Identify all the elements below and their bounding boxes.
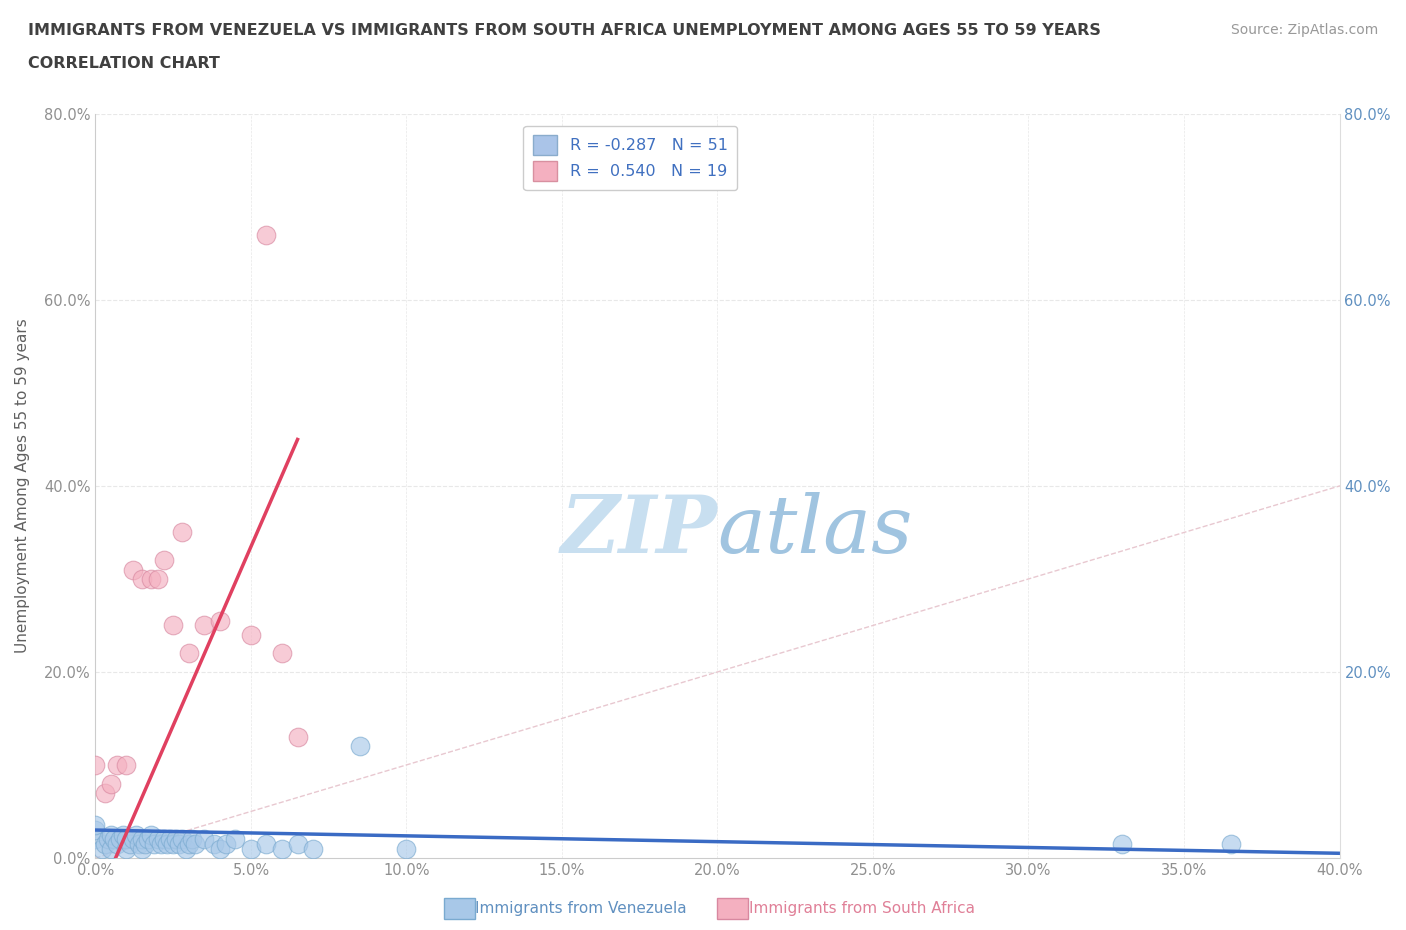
Point <box>271 646 294 661</box>
Point <box>100 842 122 857</box>
Point <box>193 832 215 847</box>
Point <box>90 842 112 857</box>
Point <box>112 828 135 843</box>
Point <box>239 628 262 643</box>
Point <box>146 832 169 847</box>
Point <box>97 832 120 847</box>
Point <box>287 730 309 745</box>
Point <box>93 786 115 801</box>
Point <box>84 832 107 847</box>
Point <box>84 823 107 838</box>
Point <box>131 842 153 857</box>
Point <box>162 618 184 633</box>
Point <box>103 832 125 847</box>
Point <box>208 614 231 629</box>
Point <box>172 525 194 540</box>
Point <box>349 739 371 754</box>
Legend: R = -0.287   N = 51, R =  0.540   N = 19: R = -0.287 N = 51, R = 0.540 N = 19 <box>523 126 737 191</box>
Point <box>162 837 184 852</box>
Text: Immigrants from South Africa: Immigrants from South Africa <box>748 901 974 916</box>
Point <box>131 832 153 847</box>
Point <box>84 758 107 773</box>
Point <box>100 777 122 791</box>
Point <box>146 572 169 587</box>
Point <box>256 228 278 243</box>
Point <box>215 837 238 852</box>
Point <box>239 842 262 857</box>
Point <box>115 758 138 773</box>
Point <box>156 837 179 852</box>
Point <box>143 837 166 852</box>
Point <box>105 758 128 773</box>
Point <box>1111 837 1133 852</box>
Point <box>271 842 294 857</box>
Point <box>287 837 309 852</box>
Point <box>153 553 176 568</box>
Point <box>105 837 128 852</box>
Point <box>177 646 200 661</box>
Point <box>121 563 143 578</box>
Text: ZIP: ZIP <box>561 492 717 569</box>
Point <box>302 842 325 857</box>
Point <box>115 832 138 847</box>
Point <box>224 832 246 847</box>
Point <box>100 828 122 843</box>
Point <box>1219 837 1241 852</box>
Text: CORRELATION CHART: CORRELATION CHART <box>28 56 219 71</box>
Point <box>84 818 107 833</box>
Point <box>131 572 153 587</box>
Point <box>128 837 150 852</box>
Point <box>165 832 187 847</box>
Text: atlas: atlas <box>717 492 912 569</box>
Point <box>121 832 143 847</box>
Point <box>118 837 141 852</box>
Point <box>202 837 225 852</box>
Y-axis label: Unemployment Among Ages 55 to 59 years: Unemployment Among Ages 55 to 59 years <box>15 319 30 654</box>
Point <box>256 837 278 852</box>
Point <box>159 832 181 847</box>
Point <box>174 842 197 857</box>
Point <box>141 828 163 843</box>
Point <box>125 828 148 843</box>
Text: IMMIGRANTS FROM VENEZUELA VS IMMIGRANTS FROM SOUTH AFRICA UNEMPLOYMENT AMONG AGE: IMMIGRANTS FROM VENEZUELA VS IMMIGRANTS … <box>28 23 1101 38</box>
Point <box>153 832 176 847</box>
Text: Immigrants from Venezuela: Immigrants from Venezuela <box>475 901 686 916</box>
Point <box>141 572 163 587</box>
Point <box>93 837 115 852</box>
Point <box>184 837 207 852</box>
Point <box>134 837 156 852</box>
Point <box>169 837 191 852</box>
Point <box>177 837 200 852</box>
Point <box>180 832 202 847</box>
Point <box>395 842 418 857</box>
Point <box>115 842 138 857</box>
Point <box>136 832 159 847</box>
Text: Source: ZipAtlas.com: Source: ZipAtlas.com <box>1230 23 1378 37</box>
Point <box>149 837 172 852</box>
Point <box>193 618 215 633</box>
Point <box>172 832 194 847</box>
Point <box>110 832 132 847</box>
Point <box>208 842 231 857</box>
